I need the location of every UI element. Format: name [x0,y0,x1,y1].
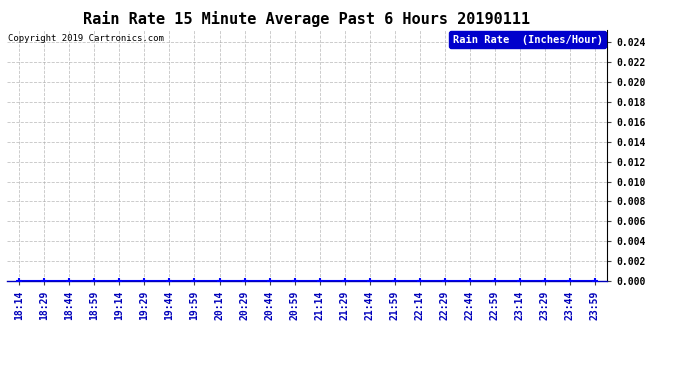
Legend: Rain Rate  (Inches/Hour): Rain Rate (Inches/Hour) [449,31,606,48]
Text: Copyright 2019 Cartronics.com: Copyright 2019 Cartronics.com [8,34,164,43]
Title: Rain Rate 15 Minute Average Past 6 Hours 20190111: Rain Rate 15 Minute Average Past 6 Hours… [83,12,531,27]
